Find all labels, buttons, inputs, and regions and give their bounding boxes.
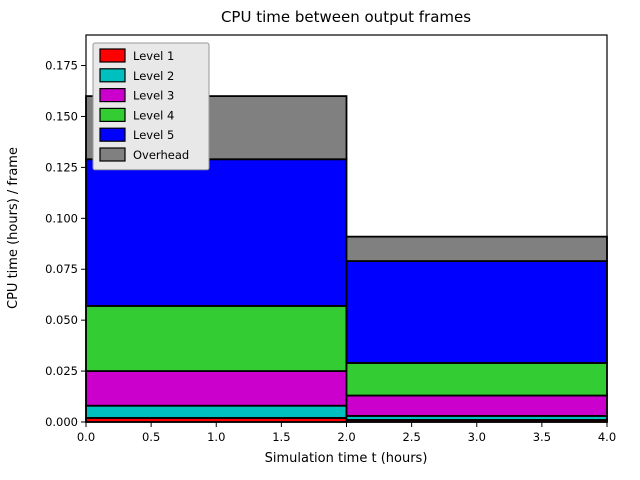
bar-segment (85, 404, 348, 419)
y-tick-label: 0.100 (45, 211, 78, 225)
legend-label: Level 1 (133, 49, 174, 63)
legend-patch (99, 107, 126, 123)
bar-segment (85, 370, 348, 407)
y-axis-label: CPU time (hours) / frame (6, 147, 21, 309)
x-tick-label: 3.5 (533, 430, 551, 444)
x-tick-label: 3.0 (468, 430, 486, 444)
legend-patch (99, 48, 126, 63)
legend-label: Level 2 (133, 69, 174, 83)
legend-label: Level 4 (133, 108, 174, 122)
bar-segment (85, 304, 348, 372)
y-tick-label: 0.000 (45, 415, 78, 429)
legend-label: Overhead (133, 148, 189, 162)
x-tick-label: 2.5 (402, 430, 420, 444)
bar-segment (345, 394, 608, 417)
bar-segment (345, 362, 608, 397)
y-tick-label: 0.025 (45, 364, 78, 378)
legend-patch (99, 87, 126, 103)
x-tick-label: 1.0 (207, 430, 225, 444)
x-tick-label: 0.0 (77, 430, 95, 444)
y-tick-label: 0.125 (45, 160, 78, 174)
legend-patch (99, 147, 126, 162)
y-tick-label: 0.075 (45, 262, 78, 276)
legend-patch (99, 127, 126, 142)
x-tick-label: 2.0 (337, 430, 355, 444)
x-tick-label: 1.5 (272, 430, 290, 444)
x-tick-label: 4.0 (598, 430, 616, 444)
bar-segment (85, 158, 348, 307)
y-tick-label: 0.175 (45, 59, 78, 73)
bar-segment (345, 260, 608, 364)
legend-label: Level 5 (133, 128, 174, 142)
x-axis-label: Simulation time t (hours) (265, 451, 428, 466)
chart-title: CPU time between output frames (221, 8, 471, 26)
y-tick-label: 0.050 (45, 313, 78, 327)
plot-dynamic-content: 0.0 0.5 1.0 1.5 2.0 2.5 3.0 3.5 4.0 0.000 0.025 0.0… (45, 34, 616, 444)
y-tick-label: 0.150 (45, 109, 78, 123)
x-tick-label: 0.5 (142, 430, 160, 444)
bar-segment (345, 235, 608, 262)
legend-label: Level 3 (133, 89, 174, 103)
legend-patch (99, 68, 126, 83)
